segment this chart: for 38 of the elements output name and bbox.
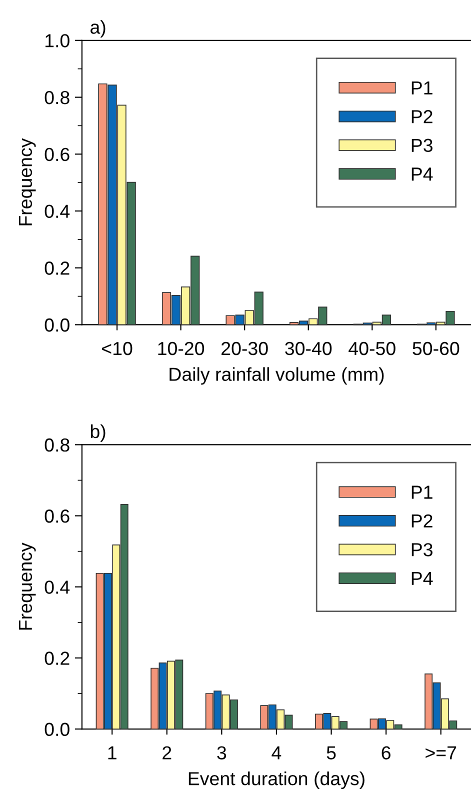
x-tick-label: 6 bbox=[382, 746, 390, 760]
y-tick-label: 0.2 bbox=[44, 652, 70, 665]
y-tick-label: 0.0 bbox=[44, 722, 70, 736]
legend-label: P4 bbox=[412, 572, 433, 585]
x-tick-label: 4 bbox=[272, 746, 282, 760]
y-tick-label: 1.0 bbox=[46, 34, 70, 48]
y-tick-label: 0.6 bbox=[44, 509, 70, 523]
y-tick-label: 0.4 bbox=[44, 580, 70, 594]
x-tick-label: 1 bbox=[108, 746, 116, 760]
x-tick-label: 50-60 bbox=[412, 342, 460, 356]
y-tick-label: 0.2 bbox=[44, 262, 70, 275]
legend-label: P1 bbox=[412, 486, 432, 499]
legend-label: P1 bbox=[412, 81, 432, 94]
x-tick-label: 2 bbox=[162, 746, 172, 760]
x-tick-label: 20-30 bbox=[222, 342, 268, 356]
x-tick-label: 30-40 bbox=[285, 342, 332, 356]
y-tick-label: 0.8 bbox=[44, 438, 70, 452]
legend-label: P3 bbox=[412, 138, 432, 152]
x-tick-label: >=7 bbox=[426, 746, 456, 760]
legend-label: P3 bbox=[412, 543, 432, 556]
x-tick-label: 3 bbox=[217, 746, 226, 760]
x-tick-label: 5 bbox=[326, 746, 336, 760]
y-tick-label: 0.6 bbox=[44, 148, 70, 162]
chart-title: a) bbox=[90, 20, 106, 38]
legend-label: P2 bbox=[412, 514, 432, 528]
chart-title: b) bbox=[90, 424, 106, 442]
y-axis-title: Frequency bbox=[18, 542, 36, 630]
y-tick-label: 0.8 bbox=[44, 90, 70, 104]
y-tick-label: 0.0 bbox=[44, 318, 70, 332]
x-axis-title: Event duration (days) bbox=[188, 772, 364, 789]
x-tick-label: 10-20 bbox=[158, 342, 204, 356]
legend-label: P4 bbox=[412, 168, 433, 181]
y-tick-label: 0.4 bbox=[44, 204, 70, 218]
x-tick-label: <10 bbox=[102, 342, 132, 356]
legend-label: P2 bbox=[412, 110, 432, 124]
y-axis-title: Frequency bbox=[18, 138, 36, 226]
x-axis-title: Daily rainfall volume (mm) bbox=[170, 367, 384, 385]
x-tick-label: 40-50 bbox=[348, 342, 396, 356]
